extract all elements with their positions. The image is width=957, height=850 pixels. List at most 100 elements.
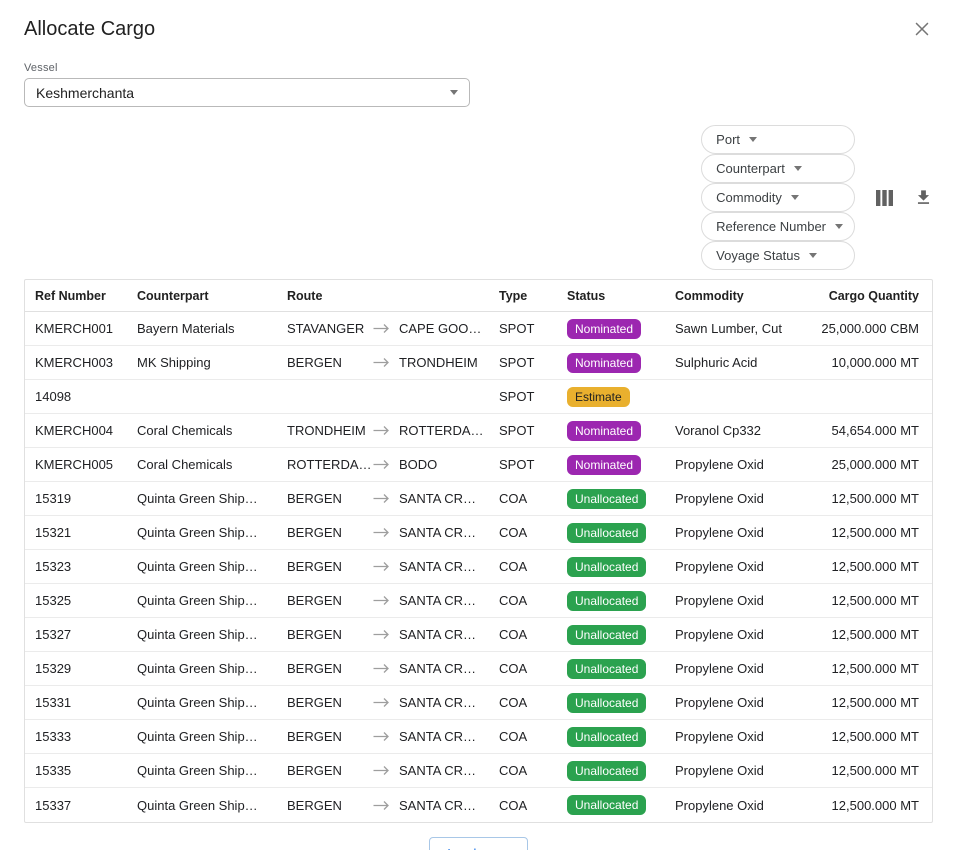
counterpart-cell: Quinta Green Ship… <box>137 763 258 778</box>
commodity-cell: Propylene Oxid <box>675 457 764 472</box>
status-cell: Unallocated <box>567 692 675 713</box>
filter-chip-label: Counterpart <box>716 161 785 176</box>
counterpart-cell: Bayern Materials <box>137 321 235 336</box>
status-badge: Unallocated <box>567 556 647 577</box>
status-cell: Nominated <box>567 420 675 441</box>
counterpart-cell: Quinta Green Ship… <box>137 661 258 676</box>
cargo-table: Ref Number Counterpart Route Type Status Comm… <box>24 279 933 823</box>
filter-chip-counterpart[interactable]: Counterpart <box>701 154 855 183</box>
route-destination: SANTA CR… <box>399 763 477 778</box>
route-arrow-icon <box>373 663 390 674</box>
columns-icon[interactable] <box>875 189 894 207</box>
table-row[interactable]: KMERCH001 Bayern Materials STAVANGER CAPE G… <box>25 312 932 346</box>
ref-cell: 15331 <box>35 695 72 710</box>
column-header: Ref Number <box>35 288 106 303</box>
status-badge: Unallocated <box>567 624 647 645</box>
route-destination: SANTA CR… <box>399 627 477 642</box>
quantity-cell: 12,500.000 MT <box>831 695 919 710</box>
status-cell: Unallocated <box>567 726 675 747</box>
quantity-cell: 10,000.000 MT <box>831 355 919 370</box>
quantity-cell: 12,500.000 MT <box>831 797 919 813</box>
filter-chip-voyage-status[interactable]: Voyage Status <box>701 241 855 270</box>
vessel-field: Vessel Keshmerchanta <box>0 42 957 107</box>
filter-chip-port[interactable]: Port <box>701 125 855 154</box>
commodity-cell: Propylene Oxid <box>675 729 764 744</box>
ref-cell: 15325 <box>35 593 72 608</box>
counterpart-cell: Quinta Green Ship… <box>137 695 258 710</box>
route-origin: STAVANGER <box>287 321 365 336</box>
status-cell: Unallocated <box>567 590 675 611</box>
route-arrow-icon <box>373 357 390 368</box>
table-row[interactable]: KMERCH004 Coral Chemicals TRONDHEIM ROTTERD… <box>25 414 932 448</box>
type-cell: COA <box>499 763 528 778</box>
vessel-select[interactable]: Keshmerchanta <box>24 78 470 107</box>
status-cell: Unallocated <box>567 760 675 781</box>
quantity-cell: 12,500.000 MT <box>831 729 919 744</box>
column-header: Commodity <box>675 288 744 303</box>
route-origin: BERGEN <box>287 559 342 574</box>
table-row[interactable]: KMERCH005 Coral Chemicals ROTTERDA… BODO SPO… <box>25 448 932 482</box>
route-destination: SANTA CR… <box>399 525 477 540</box>
type-cell: COA <box>499 491 528 506</box>
route-destination: BODO <box>399 457 438 472</box>
ref-cell: KMERCH005 <box>35 457 114 472</box>
quantity-cell: 25,000.000 CBM <box>821 321 919 336</box>
vessel-select-value: Keshmerchanta <box>36 84 135 101</box>
close-icon[interactable] <box>911 18 933 40</box>
status-badge: Unallocated <box>567 795 647 815</box>
status-badge: Unallocated <box>567 760 647 781</box>
commodity-cell: Propylene Oxid <box>675 525 764 540</box>
type-cell: SPOT <box>499 355 535 370</box>
counterpart-cell: Coral Chemicals <box>137 457 233 472</box>
status-badge: Unallocated <box>567 488 647 509</box>
table-row[interactable]: 15329 Quinta Green Ship… BERGEN SANTA CR… CO… <box>25 652 932 686</box>
route-destination: SANTA CR… <box>399 491 477 506</box>
table-row[interactable]: 15327 Quinta Green Ship… BERGEN SANTA CR… CO… <box>25 618 932 652</box>
chevron-down-icon <box>793 166 802 171</box>
status-badge: Unallocated <box>567 692 647 713</box>
table-row[interactable]: 15333 Quinta Green Ship… BERGEN SANTA CR… CO… <box>25 720 932 754</box>
table-row[interactable]: 14098 SPOT Estimate <box>25 380 932 414</box>
table-row[interactable]: 15319 Quinta Green Ship… BERGEN SANTA CR… CO… <box>25 482 932 516</box>
type-cell: COA <box>499 525 528 540</box>
table-row[interactable]: 15337 Quinta Green Ship… BERGEN SANTA CR… CO… <box>25 788 932 822</box>
counterpart-cell: Quinta Green Ship… <box>137 593 258 608</box>
download-icon[interactable] <box>914 188 933 207</box>
table-row[interactable]: 15321 Quinta Green Ship… BERGEN SANTA CR… CO… <box>25 516 932 550</box>
quantity-cell: 12,500.000 MT <box>831 559 919 574</box>
type-cell: SPOT <box>499 457 535 472</box>
table-row[interactable]: 15325 Quinta Green Ship… BERGEN SANTA CR… CO… <box>25 584 932 618</box>
ref-cell: 15335 <box>35 763 72 778</box>
counterpart-cell: Coral Chemicals <box>137 423 233 438</box>
quantity-cell: 12,500.000 MT <box>831 491 919 506</box>
table-row[interactable]: 15323 Quinta Green Ship… BERGEN SANTA CR… CO… <box>25 550 932 584</box>
filter-chip-commodity[interactable]: Commodity <box>701 183 855 212</box>
ref-cell: 15319 <box>35 491 72 506</box>
type-cell: COA <box>499 559 528 574</box>
column-header: Counterpart <box>137 288 209 303</box>
type-cell: SPOT <box>499 389 535 404</box>
ref-cell: KMERCH001 <box>35 321 114 336</box>
table-row[interactable]: KMERCH003 MK Shipping BERGEN TRONDHEIM SPOT N… <box>25 346 932 380</box>
route-origin: BERGEN <box>287 525 342 540</box>
load-more-wrap: Load more <box>0 837 957 850</box>
column-header: Route <box>287 288 323 303</box>
type-cell: SPOT <box>499 321 535 336</box>
type-cell: COA <box>499 729 528 744</box>
load-more-button[interactable]: Load more <box>429 837 528 850</box>
status-cell: Nominated <box>567 352 675 373</box>
ref-cell: 15337 <box>35 797 72 813</box>
column-header: Status <box>567 288 606 303</box>
vessel-label: Vessel <box>24 62 58 74</box>
filter-chip-reference-number[interactable]: Reference Number <box>701 212 855 241</box>
counterpart-cell: Quinta Green Ship… <box>137 797 258 813</box>
ref-cell: 15329 <box>35 661 72 676</box>
status-badge: Nominated <box>567 420 642 441</box>
table-row[interactable]: 15335 Quinta Green Ship… BERGEN SANTA CR… CO… <box>25 754 932 788</box>
dialog-header: Allocate Cargo <box>0 0 957 42</box>
route-cell: BERGEN SANTA CR… <box>287 798 499 813</box>
ref-cell: 15323 <box>35 559 72 574</box>
table-header-row: Ref Number Counterpart Route Type Status Comm… <box>25 280 932 312</box>
table-row[interactable]: 15331 Quinta Green Ship… BERGEN SANTA CR… CO… <box>25 686 932 720</box>
status-badge: Estimate <box>567 386 630 407</box>
